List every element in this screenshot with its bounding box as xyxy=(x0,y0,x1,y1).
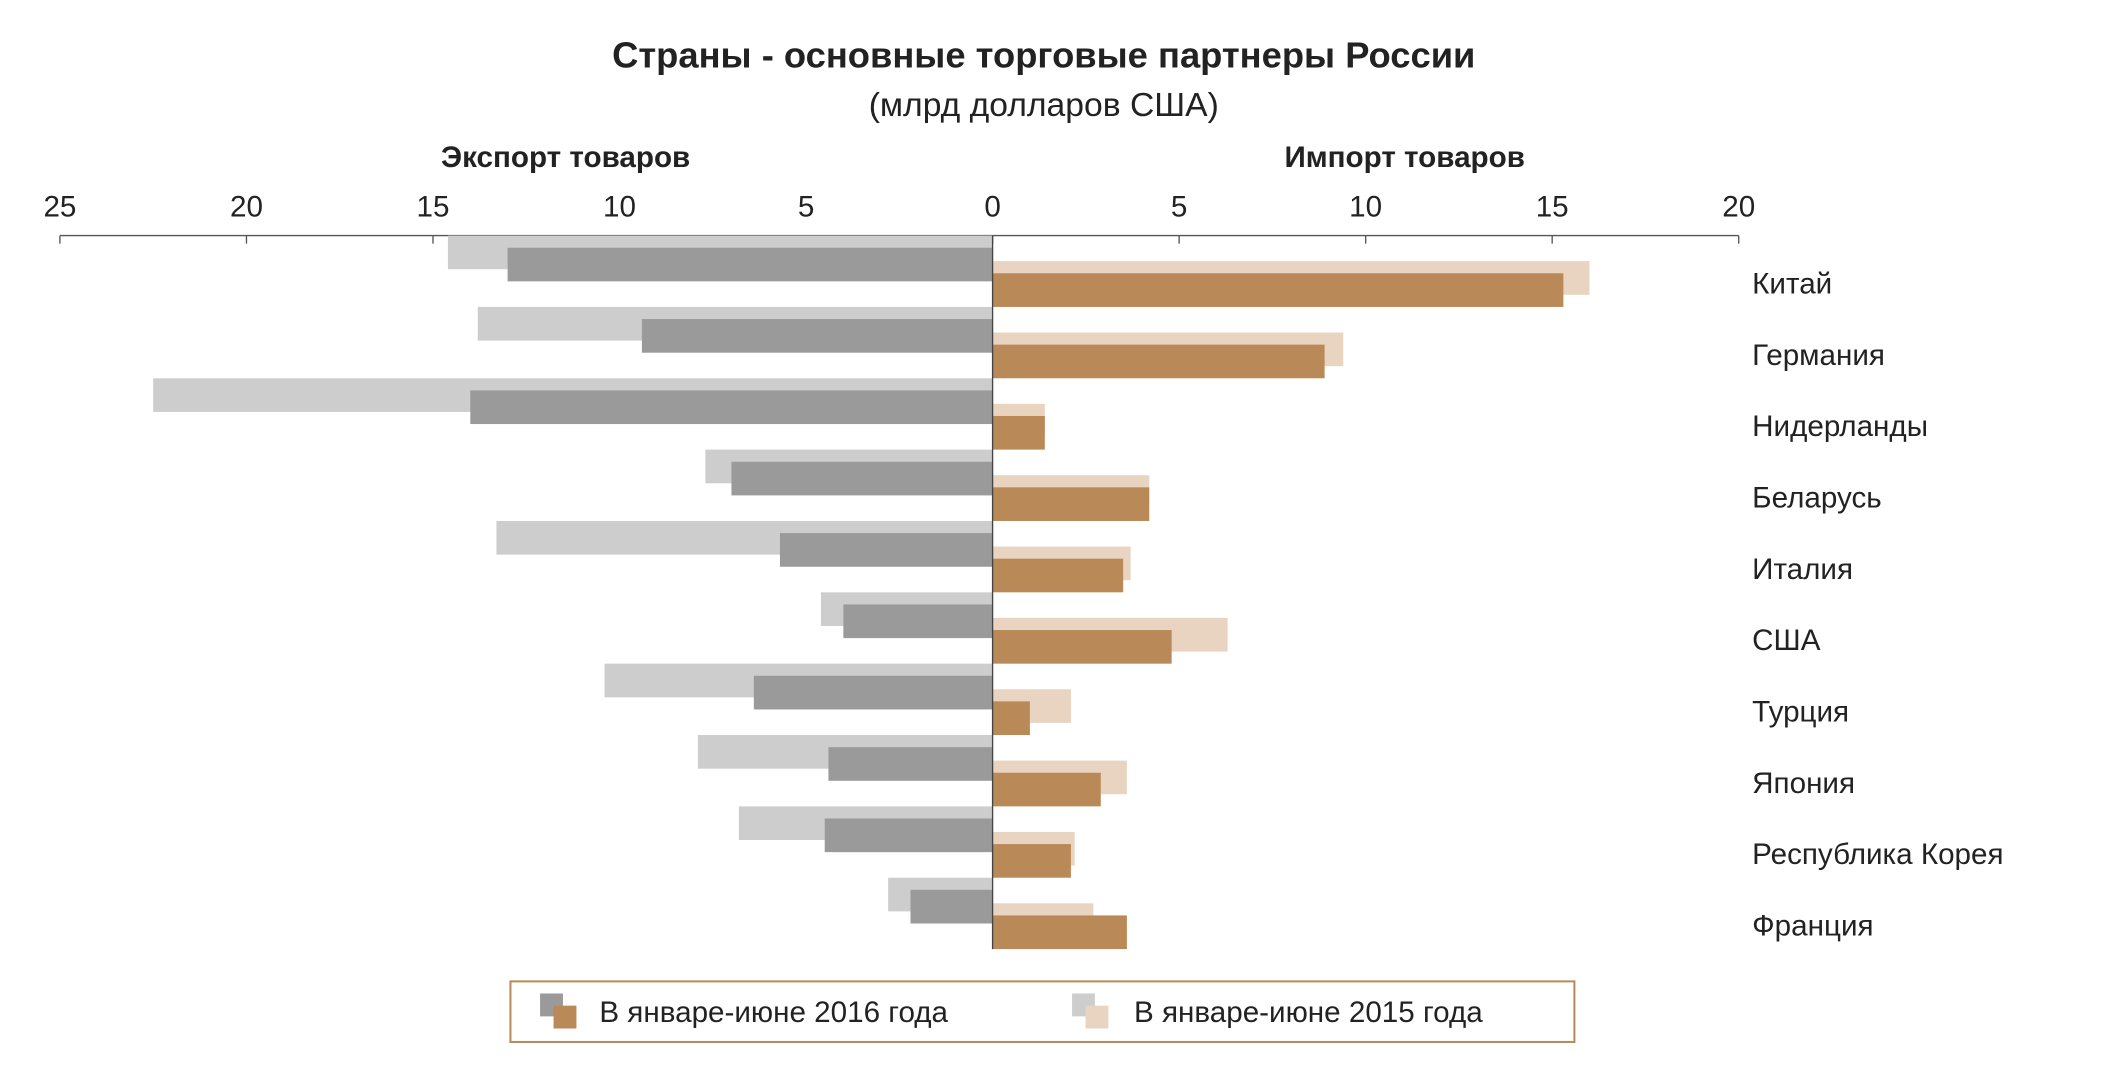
bar-import-2016 xyxy=(992,344,1325,379)
bar-import-2016 xyxy=(992,487,1150,521)
legend-swatch-import-2015 xyxy=(1085,1005,1109,1029)
bar-import-2016 xyxy=(992,844,1071,878)
tick-label-export: 0 xyxy=(984,191,1000,224)
tick-label-export: 5 xyxy=(798,191,814,224)
tick-label-import: 5 xyxy=(1171,191,1187,224)
category-label: Республика Корея xyxy=(1752,838,2003,871)
x-axis: 25 20 15 10 5 0 5 10 15 20 xyxy=(43,191,1755,244)
tick-label-import: 20 xyxy=(1722,191,1755,224)
tick-label-export: 25 xyxy=(43,191,76,224)
export-label: Экспорт товаров xyxy=(441,141,690,174)
bar-export-2016 xyxy=(507,247,993,282)
tick-label-export: 10 xyxy=(603,191,636,224)
bar-export-2016 xyxy=(824,818,993,853)
bar-import-2016 xyxy=(992,273,1564,307)
category-label: Турция xyxy=(1752,696,1849,729)
category-label: Франция xyxy=(1752,910,1873,943)
category-label: Нидерланды xyxy=(1752,410,1928,443)
bar-export-2016 xyxy=(641,319,993,353)
bar-export-2016 xyxy=(470,390,993,425)
legend-swatch-import-2016 xyxy=(553,1005,577,1029)
tick-label-import: 15 xyxy=(1536,191,1569,224)
bar-import-2016 xyxy=(992,772,1101,807)
tick-label-export: 15 xyxy=(417,191,450,224)
bar-import-2016 xyxy=(992,415,1045,450)
bar-import-2016 xyxy=(992,915,1127,950)
legend-label-2015: В январе-июне 2015 года xyxy=(1134,996,1483,1029)
category-label: Беларусь xyxy=(1752,482,1882,515)
category-labels: Китай Германия Нидерланды Беларусь Италия США… xyxy=(1752,267,2003,942)
bar-import-2016 xyxy=(992,630,1172,664)
legend-label-2016: В январе-июне 2016 года xyxy=(599,996,948,1029)
legend: В январе-июне 2016 года В январе-июне 20… xyxy=(509,980,1576,1043)
category-label: США xyxy=(1752,624,1821,657)
bar-export-2016 xyxy=(731,461,993,496)
chart-title: Страны - основные торговые партнеры Росс… xyxy=(612,34,1475,75)
bar-export-2016 xyxy=(843,604,993,639)
category-label: Италия xyxy=(1752,553,1853,586)
bar-import-2016 xyxy=(992,558,1124,593)
bar-export-2016 xyxy=(910,889,993,924)
tick-label-export: 20 xyxy=(230,191,263,224)
category-label: Япония xyxy=(1752,767,1855,800)
category-label: Китай xyxy=(1752,267,1832,300)
chart-subtitle: (млрд долларов США) xyxy=(869,87,1219,124)
bar-export-2016 xyxy=(753,675,993,710)
bars xyxy=(153,235,1590,950)
bar-export-2016 xyxy=(828,747,993,781)
legend-border xyxy=(509,980,1576,1043)
import-label: Импорт товаров xyxy=(1284,141,1524,174)
bar-import-2016 xyxy=(992,701,1030,736)
bar-export-2016 xyxy=(779,533,993,567)
category-label: Германия xyxy=(1752,339,1885,372)
tick-label-import: 10 xyxy=(1349,191,1382,224)
